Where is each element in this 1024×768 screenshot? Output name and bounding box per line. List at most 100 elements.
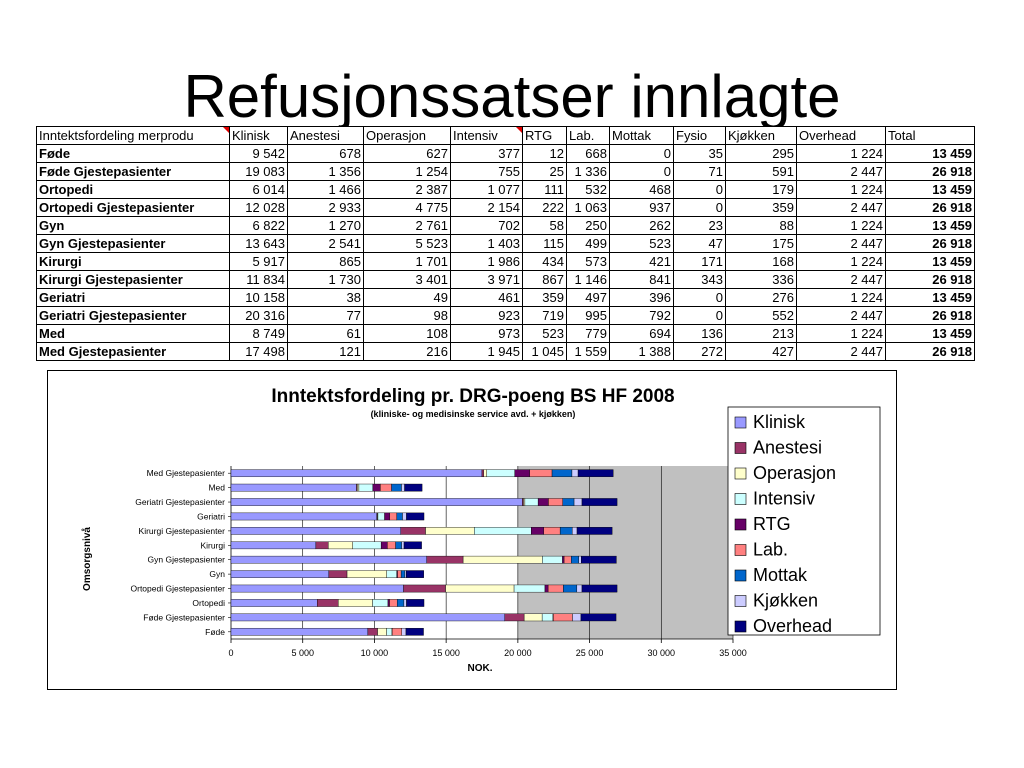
bar-segment: [315, 541, 329, 550]
bar-segment: [576, 527, 613, 535]
table-cell: 523: [609, 234, 674, 253]
category-label: Ortopedi Gjestepasienter: [131, 584, 226, 594]
legend-label: Lab.: [753, 540, 788, 560]
legend-label: RTG: [753, 514, 791, 534]
table-cell: 779: [566, 324, 610, 343]
table-cell: 2 761: [363, 216, 451, 235]
table-cell: 171: [673, 252, 726, 271]
table-cell: 216: [363, 342, 451, 361]
table-cell: 2 447: [796, 162, 886, 181]
bar-segment: [541, 613, 554, 622]
x-tick-label: 20 000: [504, 648, 532, 658]
legend-label: Kjøkken: [753, 591, 818, 611]
legend: Klinisk Anestesi Operasjon Intensiv RTG Lab. M…: [727, 406, 881, 636]
table-cell: 1 224: [796, 288, 886, 307]
legend-label: Klinisk: [753, 412, 806, 432]
y-axis-label: Omsorgsnivå: [81, 527, 93, 591]
table-cell: 8 749: [229, 324, 288, 343]
table-cell: 250: [566, 216, 610, 235]
table-cell: 2 541: [287, 234, 364, 253]
bar-segment: [400, 570, 406, 578]
table-cell: 1 336: [566, 162, 610, 181]
column-header: Kjøkken: [725, 126, 797, 145]
bar-segment: [372, 483, 381, 492]
bar-segment: [481, 469, 484, 478]
x-tick-label: 5 000: [291, 648, 314, 658]
bar-segment: [544, 584, 549, 593]
table-cell: 792: [609, 306, 674, 325]
bar-segment: [531, 527, 544, 535]
slide-title: Refusjonssatser innlagte: [183, 63, 841, 130]
bar-segment: [403, 584, 446, 593]
bar-segment: [404, 483, 423, 492]
legend-swatch: [734, 467, 747, 480]
bar-segment: [553, 613, 573, 622]
table-cell: 552: [725, 306, 797, 325]
table-cell: 2 387: [363, 180, 451, 199]
table-cell: 1 730: [287, 270, 364, 289]
bar-segment: [514, 469, 530, 478]
bar-segment: [581, 584, 618, 593]
table-cell: 2 154: [450, 198, 523, 217]
bar-segment: [391, 483, 402, 492]
total-cell: 13 459: [885, 180, 975, 199]
bar-segment: [230, 498, 523, 506]
legend-swatch: [734, 569, 747, 582]
table-cell: 5 917: [229, 252, 288, 271]
table-cell: 937: [609, 198, 674, 217]
table-cell: 1 356: [287, 162, 364, 181]
row-label: Med Gjestepasienter: [36, 342, 230, 361]
column-header: Inntektsfordeling merprodu: [36, 126, 230, 145]
table-row: Føde 9 542 678 627 377 12 668 0 35 295 1 224 13 459: [36, 144, 975, 163]
table-cell: 694: [609, 324, 674, 343]
table-cell: 1 403: [450, 234, 523, 253]
bar-segment: [572, 613, 582, 622]
table-cell: 1 224: [796, 216, 886, 235]
table-cell: 213: [725, 324, 797, 343]
table-cell: 295: [725, 144, 797, 163]
bar-segment: [562, 555, 565, 564]
table-cell: 47: [673, 234, 726, 253]
bar-segment: [523, 498, 526, 506]
bar-segment: [377, 627, 387, 636]
bar-segment: [405, 570, 424, 578]
row-label: Gyn Gjestepasienter: [36, 234, 230, 253]
bar-segment: [230, 613, 505, 622]
table-cell: 1 559: [566, 342, 610, 361]
bar-segment: [387, 599, 390, 607]
bar-segment: [529, 469, 553, 478]
table-cell: 58: [522, 216, 567, 235]
x-tick-label: 15 000: [432, 648, 460, 658]
table-cell: 13 643: [229, 234, 288, 253]
column-header: Overhead: [796, 126, 886, 145]
legend-label: Operasjon: [753, 463, 836, 483]
table-cell: 678: [287, 144, 364, 163]
bar-segment: [513, 584, 546, 593]
bar-segment: [571, 469, 579, 478]
table-cell: 973: [450, 324, 523, 343]
table-row: Geriatri Gjestepasienter 20 316 77 98 923 719…: [36, 306, 975, 325]
bar-segment: [389, 512, 398, 521]
table-cell: 1 224: [796, 180, 886, 199]
category-label: Geriatri: [197, 511, 225, 521]
table-cell: 88: [725, 216, 797, 235]
table-cell: 1 224: [796, 252, 886, 271]
total-cell: 13 459: [885, 324, 975, 343]
total-cell: 26 918: [885, 234, 975, 253]
table-cell: 1 224: [796, 144, 886, 163]
bar-segment: [486, 469, 515, 478]
table-cell: 175: [725, 234, 797, 253]
row-label: Føde Gjestepasienter: [36, 162, 230, 181]
bar-segment: [562, 498, 575, 506]
bar-segment: [573, 498, 583, 506]
column-header: Intensiv: [450, 126, 523, 145]
bar-segment: [386, 627, 393, 636]
bar-segment: [474, 527, 532, 535]
table-cell: 20 316: [229, 306, 288, 325]
bar-segment: [559, 527, 573, 535]
table-cell: 1 224: [796, 324, 886, 343]
bar-segment: [387, 541, 396, 550]
bar-segment: [504, 613, 525, 622]
bar-segment: [406, 512, 425, 521]
bar-segment: [523, 613, 543, 622]
